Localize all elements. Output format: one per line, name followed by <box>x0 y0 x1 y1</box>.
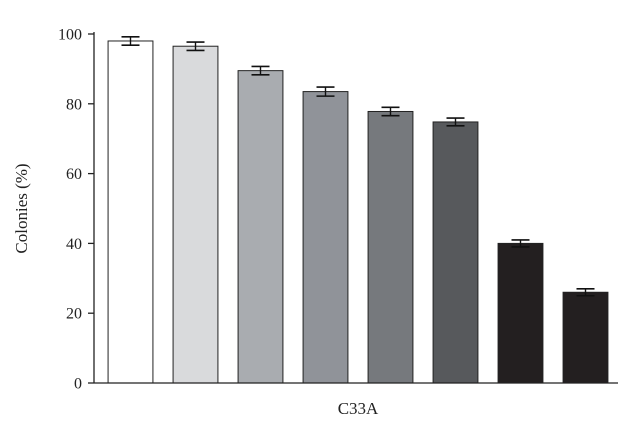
y-tick-label: 40 <box>66 236 82 253</box>
y-tick-label: 60 <box>66 166 82 183</box>
error-bar <box>576 287 595 297</box>
x-axis-title: C33A <box>338 399 379 418</box>
bars-group <box>107 40 609 384</box>
y-axis-title: Colonies (%) <box>12 163 31 253</box>
error-bar <box>121 35 140 46</box>
bar <box>497 242 544 384</box>
error-bar <box>186 41 205 52</box>
bar <box>172 45 219 384</box>
error-bars-group <box>121 35 595 297</box>
bar <box>302 91 349 384</box>
error-bar <box>381 106 400 117</box>
bar <box>367 110 414 384</box>
bar <box>107 40 154 384</box>
error-bar <box>251 65 270 76</box>
y-tick-label: 20 <box>66 306 82 323</box>
error-bar <box>511 239 530 248</box>
y-tick-label: 0 <box>74 376 82 393</box>
error-bar <box>316 86 335 97</box>
bar <box>432 121 479 384</box>
y-ticks-group: 0 20 40 60 80 100 <box>58 27 94 393</box>
bar <box>562 291 609 384</box>
bar <box>237 70 284 384</box>
error-bar <box>446 117 465 127</box>
y-tick-label: 80 <box>66 96 82 113</box>
y-tick-label: 100 <box>58 27 82 44</box>
